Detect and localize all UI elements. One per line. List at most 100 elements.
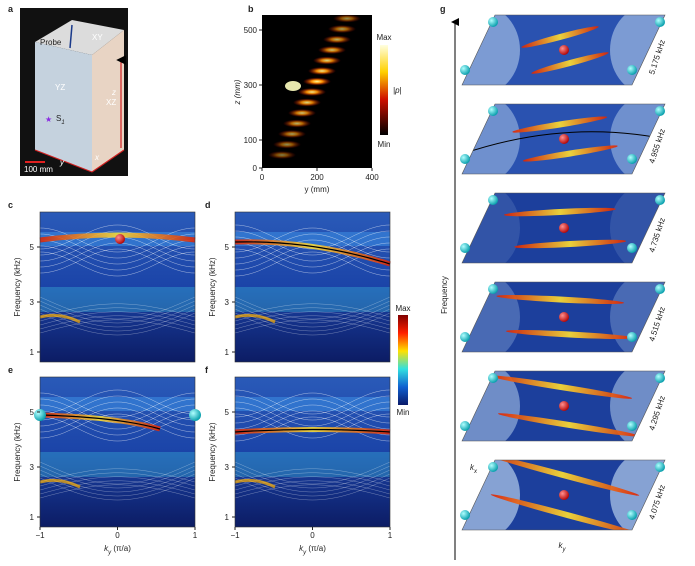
y-tick-label: 5 bbox=[30, 243, 35, 252]
band-line bbox=[39, 472, 196, 487]
text-part: k bbox=[299, 544, 304, 553]
band-line bbox=[234, 401, 391, 427]
hot-stripe bbox=[505, 330, 634, 339]
band-line bbox=[234, 308, 391, 332]
x-tick-label: 400 bbox=[365, 173, 379, 182]
y-tick-label: 1 bbox=[30, 348, 35, 357]
band-line bbox=[234, 307, 391, 322]
edge-ball bbox=[460, 421, 470, 431]
band-line bbox=[234, 303, 391, 318]
band-line bbox=[234, 480, 391, 495]
mode-line bbox=[234, 428, 391, 433]
axis-line bbox=[34, 149, 93, 173]
hot-stripe bbox=[39, 313, 81, 324]
band-line bbox=[39, 461, 196, 485]
hot-stripe bbox=[234, 478, 276, 489]
hot-stripe bbox=[521, 26, 599, 48]
text-part: (π/a) bbox=[306, 544, 326, 553]
panel-label: e bbox=[8, 365, 13, 375]
y-tick-label: 3 bbox=[225, 463, 230, 472]
source-ball bbox=[559, 223, 569, 233]
band-line bbox=[234, 465, 391, 489]
band-line bbox=[39, 476, 196, 491]
y-tick-label: 5 bbox=[225, 243, 230, 252]
source-ball bbox=[559, 134, 569, 144]
hot-stripe bbox=[234, 313, 276, 324]
edge-ball bbox=[655, 17, 665, 27]
axis-label: y bbox=[59, 158, 65, 167]
x-tick-label: −1 bbox=[230, 531, 240, 540]
source-ball bbox=[559, 401, 569, 411]
edge-ball bbox=[627, 65, 637, 75]
heat-spot bbox=[283, 119, 311, 128]
box-top bbox=[35, 20, 124, 55]
hot-stripe bbox=[512, 116, 608, 133]
band-glow bbox=[40, 287, 195, 312]
y-tick-label: 1 bbox=[30, 513, 35, 522]
heat-spot bbox=[333, 14, 361, 23]
edge-ball bbox=[460, 65, 470, 75]
x-axis-label: ky (π/a) bbox=[104, 544, 131, 556]
heat-spot bbox=[278, 130, 306, 138]
x-tick-label: 0 bbox=[310, 531, 315, 540]
light-region bbox=[462, 15, 520, 85]
edge-ball bbox=[627, 510, 637, 520]
band-line bbox=[39, 239, 196, 265]
probe-label: Probe bbox=[40, 38, 62, 47]
edge-ball bbox=[655, 373, 665, 383]
band-line bbox=[234, 300, 391, 324]
text-part: y bbox=[302, 550, 307, 556]
band-line bbox=[39, 248, 196, 274]
light-region bbox=[462, 460, 520, 530]
edge-ball bbox=[655, 106, 665, 116]
x-tick-label: 1 bbox=[388, 531, 393, 540]
edge-ball bbox=[488, 462, 498, 472]
mode-line bbox=[39, 414, 161, 430]
edge-ball bbox=[460, 332, 470, 342]
y-tick-label: 3 bbox=[225, 298, 230, 307]
edge-ball bbox=[488, 17, 498, 27]
slice bbox=[462, 460, 665, 530]
heat-spot bbox=[268, 151, 296, 159]
band-line bbox=[39, 484, 196, 499]
face-label: XY bbox=[92, 33, 103, 42]
light-region bbox=[610, 104, 665, 174]
slice-frame bbox=[461, 459, 666, 531]
hot-stripe bbox=[497, 413, 641, 437]
face-label: XZ bbox=[106, 98, 116, 107]
face-label: YZ bbox=[55, 83, 65, 92]
band-line bbox=[39, 251, 196, 277]
x-axis-label: ky (π/a) bbox=[299, 544, 326, 556]
box-left bbox=[35, 42, 92, 172]
edge-ball bbox=[460, 243, 470, 253]
band-line bbox=[39, 401, 196, 427]
band-glow bbox=[40, 452, 195, 477]
hot-stripe bbox=[490, 494, 646, 530]
edge-ball bbox=[627, 421, 637, 431]
y-tick-label: 300 bbox=[244, 81, 258, 90]
text-part: S bbox=[56, 114, 61, 123]
band-line bbox=[234, 413, 391, 439]
axis-label: z bbox=[111, 88, 116, 97]
band-line bbox=[234, 472, 391, 487]
text-part: y bbox=[59, 158, 65, 167]
x-tick-label: 200 bbox=[310, 173, 324, 182]
slice-frame bbox=[461, 370, 666, 442]
source-ball bbox=[559, 45, 569, 55]
source-star: ★ bbox=[45, 115, 52, 124]
text-part: y bbox=[562, 547, 567, 553]
y-axis-label: Frequency (kHz) bbox=[208, 257, 217, 316]
probe bbox=[69, 24, 73, 49]
heat-spot bbox=[273, 140, 301, 149]
edge-ball bbox=[655, 462, 665, 472]
band-line bbox=[39, 233, 196, 259]
band-line bbox=[234, 233, 391, 259]
band-line bbox=[39, 465, 196, 489]
band-line bbox=[234, 395, 391, 421]
edge-ball bbox=[655, 195, 665, 205]
band-line bbox=[39, 311, 196, 326]
x-tick-label: 1 bbox=[193, 531, 198, 540]
axis-label: ky bbox=[559, 541, 567, 553]
y-tick-label: 3 bbox=[30, 298, 35, 307]
frame bbox=[39, 211, 196, 363]
